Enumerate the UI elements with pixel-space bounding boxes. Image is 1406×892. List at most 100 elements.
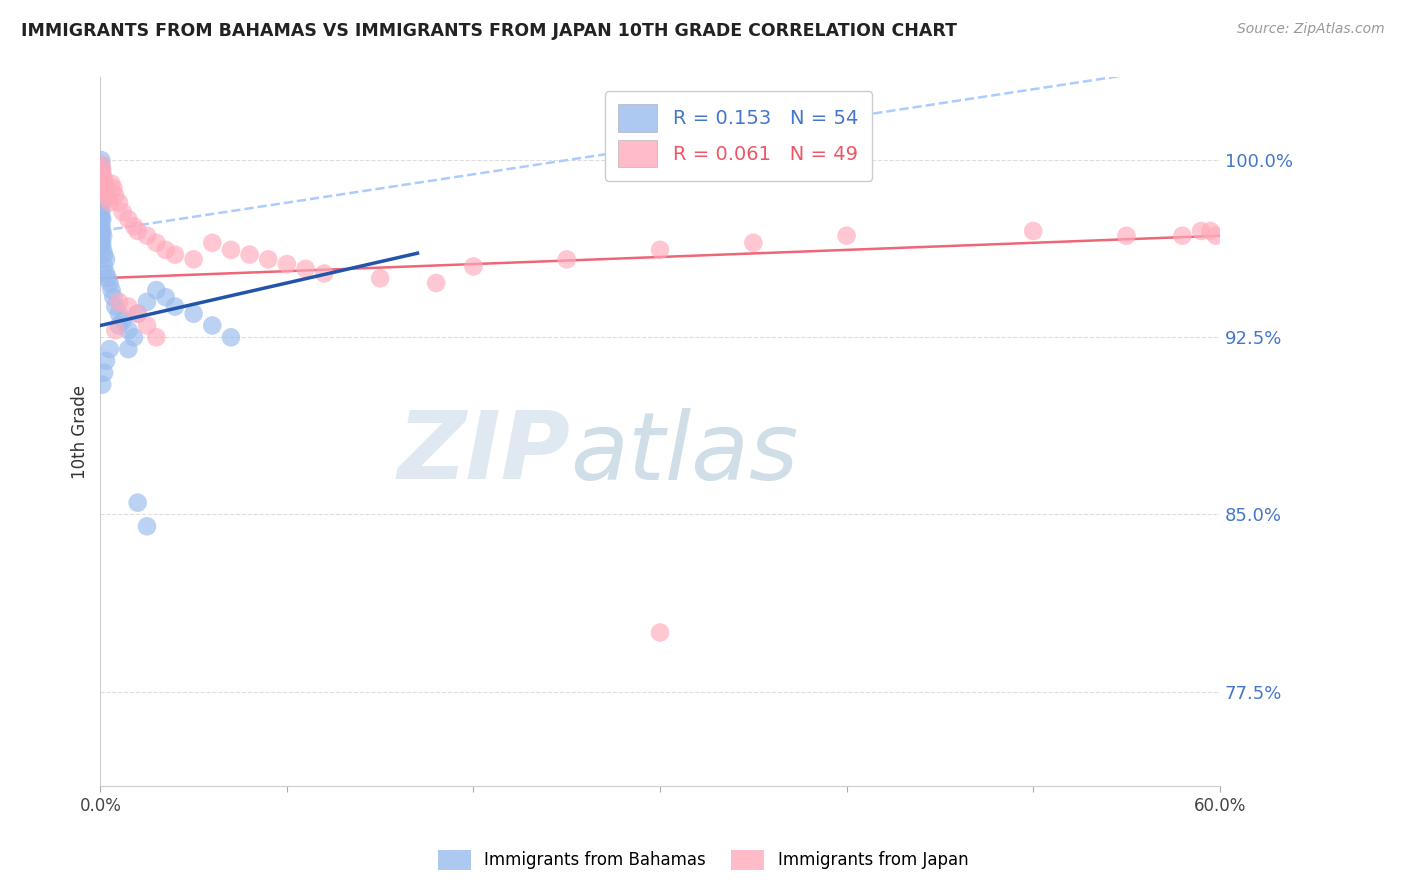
- Point: [98, 195, 121, 210]
- Point: [122, 330, 145, 344]
- Point: [425, 276, 447, 290]
- Point: [127, 224, 149, 238]
- Point: [111, 314, 134, 328]
- Point: [463, 260, 485, 274]
- Point: [648, 243, 671, 257]
- Point: [1205, 228, 1227, 243]
- Point: [90, 214, 112, 228]
- Point: [257, 252, 280, 267]
- Point: [90, 169, 112, 184]
- Point: [97, 191, 120, 205]
- Point: [108, 195, 131, 210]
- Point: [90, 162, 112, 177]
- Point: [1115, 228, 1137, 243]
- Point: [145, 330, 167, 344]
- Point: [127, 307, 149, 321]
- Point: [94, 252, 117, 267]
- Point: [90, 219, 112, 234]
- Point: [98, 342, 121, 356]
- Point: [91, 235, 114, 250]
- Point: [117, 342, 139, 356]
- Point: [127, 496, 149, 510]
- Point: [136, 519, 159, 533]
- Point: [104, 323, 127, 337]
- Point: [648, 625, 671, 640]
- Point: [94, 186, 117, 201]
- Point: [100, 283, 122, 297]
- Point: [111, 205, 134, 219]
- Point: [91, 224, 114, 238]
- Point: [90, 165, 112, 179]
- Point: [183, 252, 205, 267]
- Point: [163, 247, 186, 261]
- Point: [219, 330, 242, 344]
- Point: [145, 283, 167, 297]
- Point: [555, 252, 578, 267]
- Text: IMMIGRANTS FROM BAHAMAS VS IMMIGRANTS FROM JAPAN 10TH GRADE CORRELATION CHART: IMMIGRANTS FROM BAHAMAS VS IMMIGRANTS FR…: [21, 22, 957, 40]
- Point: [100, 177, 122, 191]
- Point: [103, 181, 125, 195]
- Point: [90, 158, 112, 172]
- Text: ZIP: ZIP: [398, 407, 571, 499]
- Point: [122, 219, 145, 234]
- Legend: Immigrants from Bahamas, Immigrants from Japan: Immigrants from Bahamas, Immigrants from…: [432, 843, 974, 877]
- Point: [136, 228, 159, 243]
- Point: [155, 290, 177, 304]
- Point: [91, 377, 114, 392]
- Point: [117, 300, 139, 314]
- Point: [104, 188, 127, 202]
- Point: [90, 200, 112, 214]
- Point: [98, 276, 121, 290]
- Point: [90, 238, 112, 252]
- Point: [117, 323, 139, 337]
- Point: [91, 167, 114, 181]
- Point: [314, 267, 336, 281]
- Point: [90, 181, 112, 195]
- Point: [90, 224, 112, 238]
- Point: [91, 243, 114, 257]
- Point: [93, 247, 115, 261]
- Point: [108, 318, 131, 333]
- Point: [97, 271, 120, 285]
- Point: [108, 307, 131, 321]
- Point: [90, 191, 112, 205]
- Point: [93, 172, 115, 186]
- Point: [93, 260, 115, 274]
- Point: [90, 186, 112, 201]
- Point: [127, 307, 149, 321]
- Point: [90, 195, 112, 210]
- Point: [183, 307, 205, 321]
- Point: [368, 271, 391, 285]
- Point: [108, 294, 131, 309]
- Point: [91, 228, 114, 243]
- Point: [117, 212, 139, 227]
- Point: [155, 243, 177, 257]
- Point: [90, 158, 112, 172]
- Point: [90, 234, 112, 248]
- Point: [219, 243, 242, 257]
- Point: [103, 290, 125, 304]
- Point: [91, 162, 114, 177]
- Point: [163, 300, 186, 314]
- Point: [1022, 224, 1045, 238]
- Point: [90, 153, 112, 168]
- Point: [1171, 228, 1194, 243]
- Y-axis label: 10th Grade: 10th Grade: [72, 384, 89, 479]
- Point: [136, 294, 159, 309]
- Point: [835, 228, 858, 243]
- Point: [90, 228, 112, 243]
- Point: [90, 210, 112, 224]
- Point: [201, 318, 224, 333]
- Point: [104, 300, 127, 314]
- Legend: R = 0.153   N = 54, R = 0.061   N = 49: R = 0.153 N = 54, R = 0.061 N = 49: [605, 91, 872, 181]
- Point: [276, 257, 298, 271]
- Point: [136, 318, 159, 333]
- Point: [94, 181, 117, 195]
- Point: [239, 247, 262, 261]
- Point: [94, 354, 117, 368]
- Point: [294, 261, 316, 276]
- Point: [201, 235, 224, 250]
- Point: [91, 212, 114, 227]
- Point: [145, 235, 167, 250]
- Point: [94, 267, 117, 281]
